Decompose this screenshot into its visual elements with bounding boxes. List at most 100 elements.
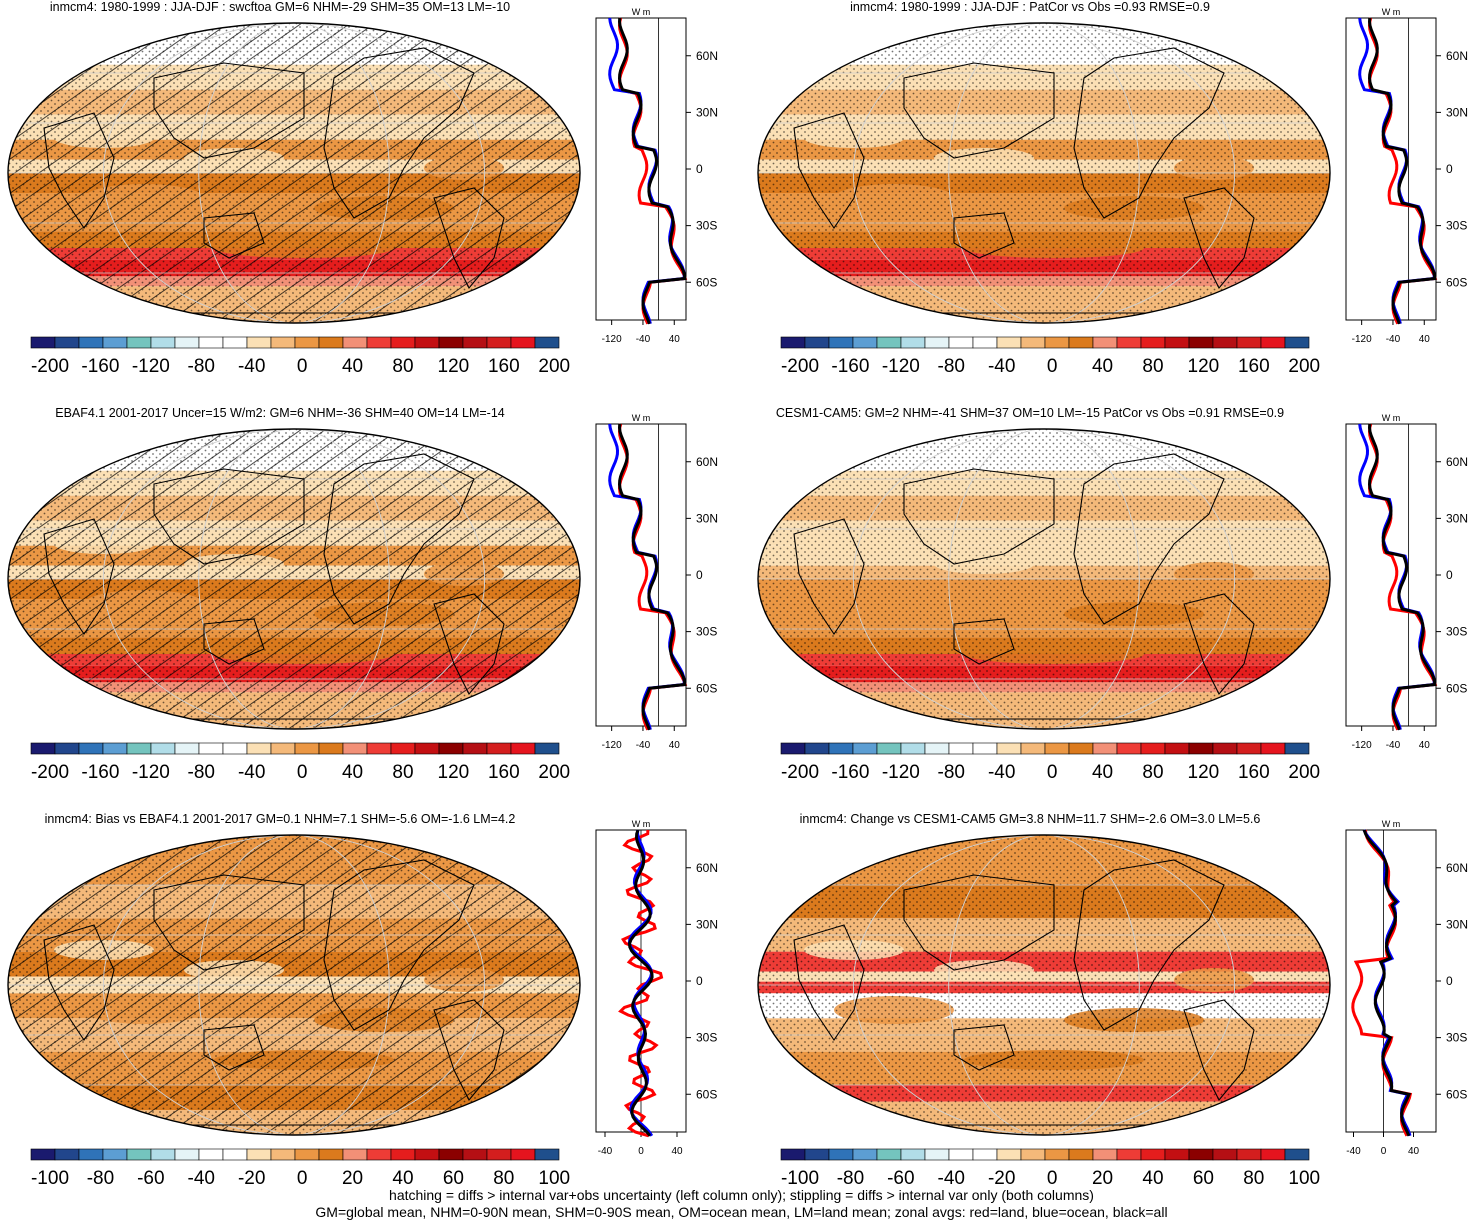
all-zonal-line [1367,17,1437,325]
colorbar-label: 40 [341,762,364,783]
colorbar-label: -40 [237,762,266,783]
colorbar-swatch [534,1148,560,1161]
colorbar-swatch [294,336,320,349]
colorbar-swatch [342,336,368,349]
lat-tick-label: 60N [696,49,718,63]
colorbar-label: -100 [30,1168,70,1189]
colorbar-swatch [246,742,272,755]
x-tick-label: -120 [602,334,622,345]
colorbar-label: 200 [1288,762,1321,783]
all-zonal-line [628,829,654,1137]
colorbar-swatch [270,336,296,349]
lat-tick-label: 30N [696,917,718,931]
colorbar-label: 0 [1046,356,1058,377]
colorbar-swatch [1212,742,1238,755]
colorbar-label: -120 [881,762,920,783]
colorbar-swatch [1236,336,1262,349]
colorbar-labels: -100 -80 -60 -40 -20 0 20 40 60 80 100 [780,1168,1320,1190]
colorbar-swatch [150,336,176,349]
colorbar-swatch [1164,1148,1190,1161]
colorbar-label: 160 [1237,356,1270,377]
colorbar-swatch [390,336,416,349]
panel-title: inmcm4: Change vs CESM1-CAM5 GM=3.8 NHM=… [799,812,1261,826]
colorbar-swatch [1116,1148,1142,1161]
lat-tick-label: 60S [1446,681,1467,695]
colorbar-label: 20 [341,1168,364,1189]
colorbar-swatch [30,742,56,755]
panel-6: inmcm4: Change vs CESM1-CAM5 GM=3.8 NHM=… [750,812,1483,1212]
colorbar-label: -80 [187,762,215,783]
x-tick-label: 40 [671,1146,683,1157]
colorbar-label: 80 [1243,1168,1265,1189]
x-tick-label: 40 [669,740,681,751]
x-tick-label: -40 [598,1146,613,1157]
colorbar [780,1148,1310,1161]
colorbar-swatch [996,336,1022,349]
colorbar-swatch [486,742,512,755]
colorbar-label: -40 [987,356,1016,377]
colorbar-swatch [318,336,344,349]
panel-title: inmcm4: 1980-1999 : JJA-DJF : swcftoa GM… [49,0,511,14]
world-map [7,22,581,324]
colorbar-label: -40 [187,1168,215,1189]
colorbar-swatch [900,742,926,755]
lat-tick-label: 0 [696,162,703,176]
colorbar-swatch [852,336,878,349]
x-tick-label: 40 [1419,740,1431,751]
colorbar-swatch [1044,742,1070,755]
colorbar-swatch [1164,336,1190,349]
colorbar-swatch [366,336,392,349]
colorbar-swatch [924,1148,950,1161]
colorbar-label: -80 [937,762,965,783]
panel-5: inmcm4: Bias vs EBAF4.1 2001-2017 GM=0.1… [0,812,740,1212]
colorbar-label: -80 [836,1168,865,1189]
colorbar-label: 40 [341,356,364,377]
lat-tick-label: 30S [696,219,717,233]
colorbar-label: 120 [1187,356,1220,377]
world-map [7,834,581,1136]
world-map [757,22,1331,324]
colorbar-swatch [972,742,998,755]
colorbar-swatch [198,1148,224,1161]
colorbar-swatch [828,336,854,349]
colorbar-swatch [1212,1148,1238,1161]
colorbar-swatch [318,742,344,755]
colorbar-swatch [54,742,80,755]
lat-tick-label: 60S [696,275,717,289]
panel-2: inmcm4: 1980-1999 : JJA-DJF : PatCor vs … [750,0,1483,400]
colorbar-label: -160 [831,356,870,377]
colorbar-label: 0 [296,1168,308,1189]
colorbar-swatch [534,742,560,755]
colorbar-swatch [318,1148,344,1161]
colorbar-label: -160 [831,762,870,783]
lat-tick-label: 30S [696,1031,717,1045]
colorbar-swatch [414,336,440,349]
colorbar-label: 200 [1288,356,1321,377]
panel-title: EBAF4.1 2001-2017 Uncer=15 W/m2: GM=6 NH… [55,406,505,420]
colorbar-swatch [174,336,200,349]
colorbar-labels: -200 -160 -120 -80 -40 0 40 80 120 160 200 [30,762,570,784]
colorbar-label: 60 [1192,1168,1214,1189]
colorbar-swatch [222,742,248,755]
colorbar-label: 120 [437,356,470,377]
colorbar-swatch [1044,1148,1070,1161]
units-label: W m [632,819,651,829]
colorbar-swatch [948,742,974,755]
x-tick-label: -40 [636,740,651,751]
colorbar-swatch [900,1148,926,1161]
colorbar-label: 80 [493,1168,515,1189]
colorbar-swatch [804,336,830,349]
colorbar-swatch [78,336,104,349]
colorbar-label: 120 [1187,762,1220,783]
colorbar-swatch [222,1148,248,1161]
colorbar-label: -20 [987,1168,1016,1189]
colorbar-label: -60 [137,1168,165,1189]
lat-tick-label: 60N [696,861,718,875]
colorbar-swatch [102,1148,128,1161]
colorbar-swatch [1188,1148,1214,1161]
colorbar-swatch [1260,742,1286,755]
colorbar-swatch [54,336,80,349]
colorbar-swatch [1092,1148,1118,1161]
colorbar-swatch [150,1148,176,1161]
colorbar-swatch [366,1148,392,1161]
